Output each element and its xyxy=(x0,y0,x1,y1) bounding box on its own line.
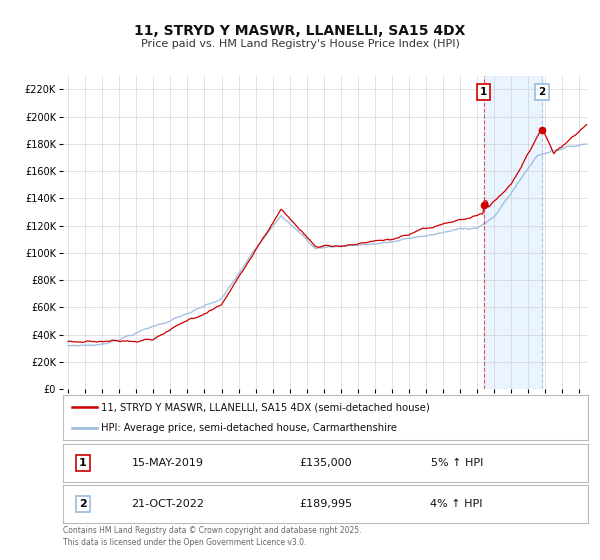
Text: 1: 1 xyxy=(480,87,487,97)
Text: £135,000: £135,000 xyxy=(299,458,352,468)
Text: 11, STRYD Y MASWR, LLANELLI, SA15 4DX (semi-detached house): 11, STRYD Y MASWR, LLANELLI, SA15 4DX (s… xyxy=(101,402,430,412)
Text: Price paid vs. HM Land Registry's House Price Index (HPI): Price paid vs. HM Land Registry's House … xyxy=(140,39,460,49)
Text: 5% ↑ HPI: 5% ↑ HPI xyxy=(431,458,483,468)
Bar xyxy=(484,76,542,389)
Text: 1: 1 xyxy=(79,458,87,468)
Text: 2: 2 xyxy=(79,499,87,509)
Text: 11, STRYD Y MASWR, LLANELLI, SA15 4DX: 11, STRYD Y MASWR, LLANELLI, SA15 4DX xyxy=(134,24,466,38)
Text: £189,995: £189,995 xyxy=(299,499,352,509)
Text: 2: 2 xyxy=(538,87,545,97)
Text: HPI: Average price, semi-detached house, Carmarthenshire: HPI: Average price, semi-detached house,… xyxy=(101,423,397,433)
Text: 15-MAY-2019: 15-MAY-2019 xyxy=(132,458,204,468)
Text: 21-OCT-2022: 21-OCT-2022 xyxy=(131,499,205,509)
Text: Contains HM Land Registry data © Crown copyright and database right 2025.
This d: Contains HM Land Registry data © Crown c… xyxy=(63,526,361,547)
Text: 4% ↑ HPI: 4% ↑ HPI xyxy=(431,499,483,509)
